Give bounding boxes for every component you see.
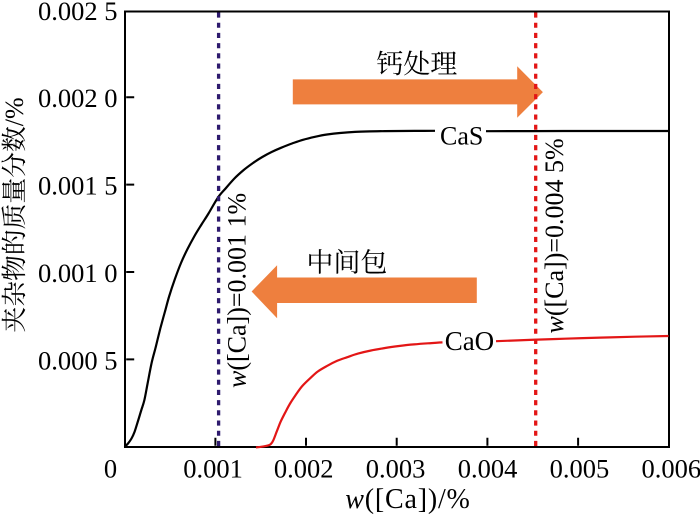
svg-text:w([Ca])=0.001 1%: w([Ca])=0.001 1% — [223, 193, 252, 388]
svg-text:0.001: 0.001 — [183, 454, 243, 484]
svg-text:0.003: 0.003 — [366, 454, 426, 484]
svg-text:0.002 0: 0.002 0 — [38, 83, 118, 113]
svg-text:0.001 5: 0.001 5 — [38, 171, 118, 201]
svg-text:/%: /% — [0, 97, 29, 126]
svg-text:CaO: CaO — [445, 326, 495, 356]
svg-text:0.002 5: 0.002 5 — [38, 0, 118, 26]
svg-text:w([Ca])/%: w([Ca])/% — [345, 484, 470, 515]
svg-text:0.002: 0.002 — [274, 454, 334, 484]
svg-text:w([Ca])=0.004 5%: w([Ca])=0.004 5% — [540, 138, 569, 333]
svg-text:0: 0 — [104, 454, 117, 484]
svg-text:0.005: 0.005 — [550, 454, 610, 484]
svg-text:0.004: 0.004 — [458, 454, 518, 484]
svg-text:CaS: CaS — [440, 121, 483, 150]
svg-text:0.001 0: 0.001 0 — [38, 258, 118, 288]
svg-text:0.000 5: 0.000 5 — [38, 345, 118, 375]
svg-text:0.006: 0.006 — [641, 454, 700, 484]
